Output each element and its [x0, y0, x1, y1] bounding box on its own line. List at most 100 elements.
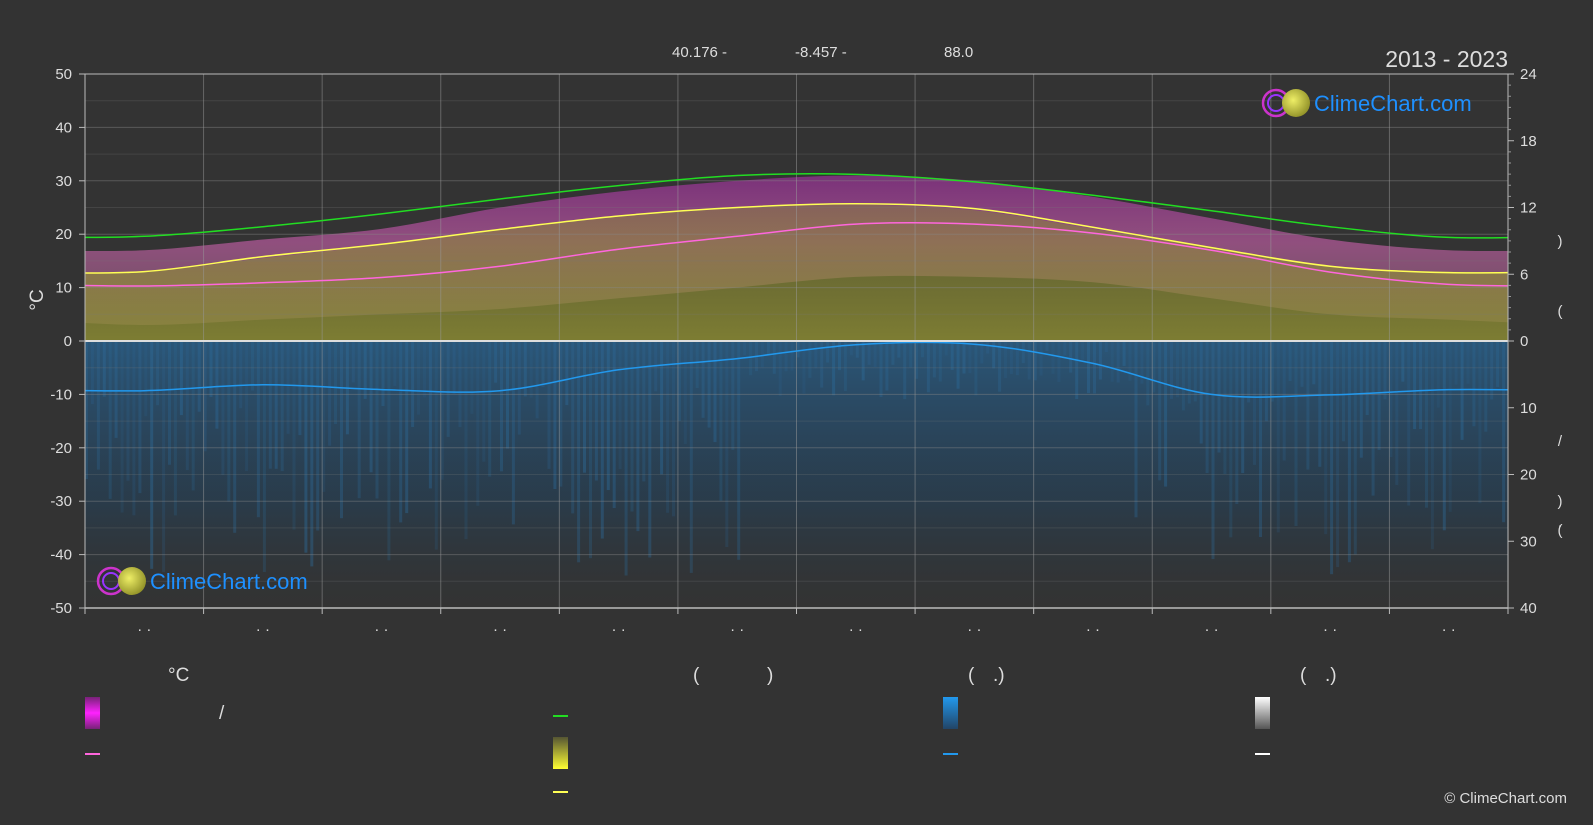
precip-streak [292, 341, 296, 530]
precip-streak [992, 341, 996, 369]
precip-streak [1057, 341, 1061, 382]
precip-streak [511, 341, 515, 525]
precip-streak [1407, 341, 1411, 506]
precip-line [85, 341, 1508, 398]
precip-streak [446, 341, 450, 437]
precip-streak [541, 341, 545, 387]
legend-snow-heading-open: ( [1300, 665, 1307, 686]
logo-bottom[interactable]: ClimeChart.com [96, 566, 308, 596]
precip-streak [1359, 341, 1363, 458]
precip-streak [482, 341, 486, 462]
precip-streak [1342, 341, 1345, 442]
precip-streak [162, 341, 166, 573]
precip-streak [387, 341, 391, 561]
precip-streak [85, 341, 88, 480]
precip-streak [452, 341, 456, 394]
precip-streak [1170, 341, 1173, 399]
precip-streak [926, 341, 930, 393]
precip-streak [529, 341, 533, 398]
temp-mean-line [85, 221, 1508, 287]
legend-sunshine-swatch [553, 737, 568, 769]
precip-streak [1259, 341, 1262, 537]
precip-streak [399, 341, 403, 523]
right-tick-label: 40 [1520, 600, 1537, 617]
precip-streak [203, 341, 207, 452]
precip-streak [719, 341, 723, 501]
precip-streak [571, 341, 575, 514]
precip-streak [802, 341, 806, 394]
precip-streak [221, 341, 225, 476]
precip-streak [1187, 341, 1191, 404]
precip-streak [1069, 341, 1073, 373]
precip-streak [1009, 341, 1013, 375]
precip-streak [1104, 341, 1108, 352]
precip-streak [1270, 341, 1274, 402]
precip-streak [1478, 341, 1482, 504]
precip-streak [1442, 341, 1446, 531]
precip-streak [559, 341, 563, 487]
precip-streak [1436, 341, 1440, 408]
legend-slash: / [219, 703, 225, 724]
daylight-line [85, 173, 1508, 239]
precip-streak [885, 341, 889, 391]
left-tick-label: 10 [55, 280, 72, 297]
precip-streak [1276, 341, 1280, 533]
precip-streak [677, 341, 681, 421]
legend-precip-mean-swatch [943, 753, 958, 755]
precip-streak [434, 341, 438, 550]
precip-streak [986, 341, 990, 354]
precip-streak [428, 341, 432, 489]
precip-streak [636, 341, 640, 532]
precip-streak [1247, 341, 1251, 403]
precip-streak [274, 341, 278, 469]
precip-streak [1128, 341, 1132, 381]
precip-streak [998, 341, 1002, 392]
precip-streak [245, 341, 249, 472]
precip-streak [1235, 341, 1239, 504]
precip-streak [749, 341, 753, 376]
precip-streak [322, 341, 326, 492]
precip-streak [227, 341, 231, 502]
right-axis-mark: ( [1558, 522, 1563, 539]
precip-streak [268, 341, 272, 469]
precip-streak [950, 341, 954, 370]
precip-streak [1146, 341, 1150, 406]
precip-streak [1454, 341, 1458, 385]
precip-streak [980, 341, 984, 364]
precip-streak [695, 341, 699, 388]
precip-streak [832, 341, 836, 396]
precip-streak [1229, 341, 1233, 538]
precip-streak [689, 341, 693, 573]
x-tick-label: · · [137, 621, 151, 638]
precip-streak [1075, 341, 1079, 399]
precip-streak [375, 341, 379, 499]
precip-streak [672, 341, 675, 517]
precip-streak [701, 341, 705, 418]
precip-streak [1383, 341, 1387, 400]
precip-streak [1176, 341, 1179, 398]
header-longitude: -8.457 - [795, 44, 847, 61]
copyright: © ClimeChart.com [1444, 790, 1567, 807]
right-tick-label: 6 [1520, 266, 1528, 283]
precip-streak [666, 341, 670, 513]
right-tick-label: 10 [1520, 400, 1537, 417]
precip-streak [743, 341, 747, 356]
precip-streak [1300, 341, 1304, 387]
precip-streak [132, 341, 136, 516]
precip-streak [197, 341, 201, 412]
precip-streak [1217, 341, 1221, 453]
precip-streak [298, 341, 302, 436]
legend-temp-mean-swatch [85, 753, 100, 755]
precip-streak [1371, 341, 1375, 496]
precip-streak [737, 341, 741, 560]
precip-streak [1110, 341, 1114, 382]
precip-streak [1490, 341, 1494, 400]
precip-streak [547, 341, 551, 469]
legend-daylight-swatch [553, 715, 568, 717]
precip-streak [1045, 341, 1049, 351]
precip-streak [173, 341, 177, 516]
precip-streak [553, 341, 557, 489]
precip-streak [316, 341, 320, 531]
precip-streak [506, 341, 509, 449]
logo-top[interactable]: ClimeChart.com [1261, 88, 1472, 118]
